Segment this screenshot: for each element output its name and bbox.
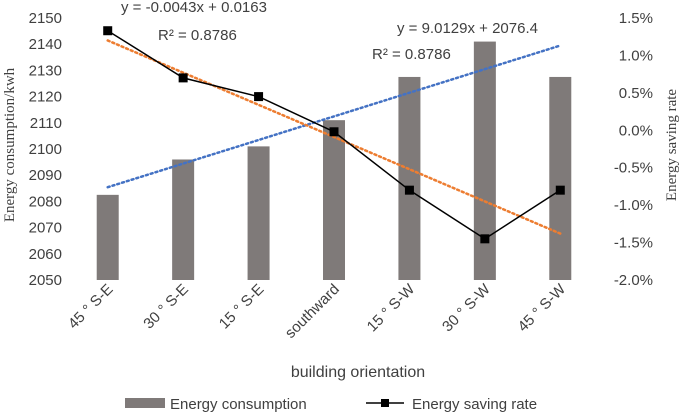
x-tick-label-4: 15 ° S-W [364, 280, 419, 335]
left-tick-label-5: 2100 [29, 141, 62, 158]
trendlines [106, 39, 562, 235]
left-tick-label-0: 2050 [29, 272, 62, 289]
legend-label-energy-consumption: Energy consumption [170, 396, 307, 413]
x-tick-label-5: 30 ° S-W [439, 280, 494, 335]
saving-rate-marker-1 [178, 73, 188, 83]
saving-rate-marker-4 [404, 185, 414, 195]
bars [96, 41, 572, 281]
bar-4 [398, 76, 421, 280]
y-axis-title-left: Energy consumption/kwh [2, 67, 18, 222]
left-tick-label-6: 2110 [30, 115, 62, 132]
x-tick-label-6: 45 ° S-W [515, 280, 570, 335]
x-tick-label-3: southward [282, 281, 343, 342]
trendline-1 [106, 39, 562, 235]
legend-label-energy-saving-rate: Energy saving rate [412, 396, 537, 413]
right-tick-label-5: 0.5% [619, 85, 653, 102]
x-axis-title: building orientation [291, 364, 425, 381]
x-tick-label-1: 30 ° S-E [140, 281, 192, 333]
bar-2 [247, 146, 270, 280]
saving-rate-marker-6 [555, 185, 565, 195]
trendline-r2-right: R² = 0.8786 [158, 27, 237, 44]
right-tick-label-4: 0.0% [619, 122, 653, 139]
bar-3 [323, 120, 345, 281]
right-tick-label-1: -1.5% [614, 235, 653, 252]
trendline-equation-left: y = 9.0129x + 2076.4 [397, 20, 538, 37]
left-tick-label-7: 2120 [29, 89, 62, 106]
legend-marker-saving [381, 399, 389, 407]
saving-rate-marker-0 [103, 26, 113, 36]
saving-rate-marker-2 [254, 92, 264, 102]
right-tick-label-7: 1.5% [619, 10, 653, 27]
trendline-equation-right: y = -0.0043x + 0.0163 [121, 0, 267, 16]
legend: Energy consumption Energy saving rate [125, 396, 537, 413]
left-tick-label-2: 2070 [29, 220, 62, 237]
bar-6 [549, 76, 572, 280]
saving-rate-line [103, 26, 565, 244]
right-tick-label-6: 1.0% [619, 47, 653, 64]
left-tick-label-1: 2060 [29, 246, 62, 263]
left-tick-label-9: 2140 [29, 36, 62, 53]
trendline-r2-left: R² = 0.8786 [372, 46, 451, 63]
left-tick-label-3: 2080 [29, 193, 62, 210]
saving-rate-marker-3 [329, 127, 339, 137]
left-axis-ticks: 2050 2060 2070 2080 2090 2100 2110 2120 2130 2140… [29, 10, 62, 289]
y-axis-title-right: Energy saving rate [664, 89, 680, 202]
trendline-0 [106, 44, 562, 189]
left-tick-label-8: 2130 [29, 62, 62, 79]
bar-1 [172, 159, 195, 280]
right-tick-label-3: -0.5% [614, 160, 653, 177]
saving-rate-marker-5 [480, 234, 490, 244]
x-tick-label-0: 45 ° S-E [65, 281, 117, 333]
legend-swatch-energy-consumption [125, 398, 165, 408]
x-tick-label-2: 15 ° S-E [216, 281, 268, 333]
left-tick-label-4: 2090 [29, 167, 62, 184]
right-tick-label-2: -1.0% [614, 197, 653, 214]
bar-5 [473, 41, 496, 280]
right-axis-ticks: -2.0% -1.5% -1.0% -0.5% 0.0% 0.5% 1.0% 1.5% [614, 10, 653, 289]
right-tick-label-0: -2.0% [614, 272, 653, 289]
bar-0 [96, 194, 119, 280]
x-tick-labels: 45 ° S-E 30 ° S-E 15 ° S-E southward 15 ° S-… [65, 280, 570, 342]
left-tick-label-10: 2150 [29, 10, 62, 27]
